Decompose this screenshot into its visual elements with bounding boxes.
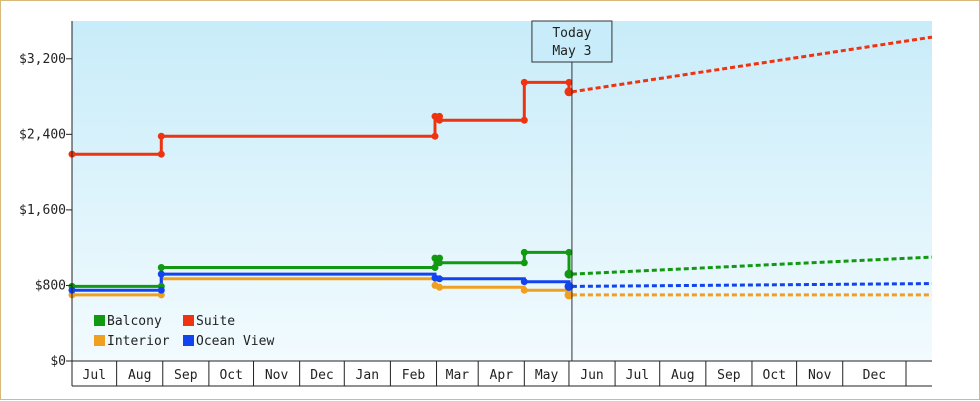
x-tick-label: Dec — [863, 368, 886, 383]
x-tick-label: Jun — [580, 368, 603, 383]
ocean-view-point[interactable] — [520, 278, 528, 286]
ocean-view-legend-swatch — [183, 335, 194, 346]
suite-point[interactable] — [436, 116, 443, 124]
balcony-point[interactable] — [565, 248, 573, 256]
y-tick-label: $800 — [35, 278, 66, 293]
suite-point[interactable] — [564, 87, 574, 97]
ocean-view-point[interactable] — [157, 286, 165, 294]
suite-point[interactable] — [431, 132, 439, 140]
y-tick-label: $2,400 — [19, 127, 66, 142]
balcony-point[interactable] — [431, 264, 439, 271]
interior-point[interactable] — [564, 290, 574, 300]
x-tick-label: Apr — [490, 368, 514, 383]
today-label: Today — [552, 26, 591, 41]
x-tick-label: Mar — [446, 368, 470, 383]
balcony-forecast-line — [571, 255, 933, 276]
ocean-view-forecast-line — [571, 282, 933, 288]
x-tick-label: Sep — [717, 368, 741, 383]
balcony-point[interactable] — [564, 269, 574, 279]
interior-point[interactable] — [520, 286, 528, 294]
x-tick-label: Aug — [671, 368, 694, 383]
suite-point[interactable] — [520, 116, 528, 124]
plot-area — [72, 21, 932, 361]
today-box — [531, 20, 613, 63]
ocean-view-legend-label: Ocean View — [196, 334, 274, 349]
x-tick-label: Nov — [808, 368, 832, 383]
x-tick-label: Dec — [310, 368, 333, 383]
x-tick-label: May — [535, 368, 559, 383]
axes: $0 $800 $1,600 $2,400 $3,200 Jul Aug Sep Oct Nov D… — [19, 21, 932, 387]
balcony-point[interactable] — [520, 248, 528, 256]
x-tick-label: Jul — [626, 368, 649, 383]
balcony-legend-swatch — [94, 315, 105, 326]
suite-forecast-line — [571, 35, 933, 94]
balcony-point[interactable] — [436, 259, 443, 267]
y-tick-label: $1,600 — [19, 203, 66, 218]
balcony-legend-label: Balcony — [107, 314, 162, 329]
ocean-view-point[interactable] — [436, 275, 443, 283]
x-tick-label: Jul — [83, 368, 106, 383]
ocean-view-point[interactable] — [157, 270, 165, 278]
y-tick-label: $3,200 — [19, 52, 66, 67]
today-date: May 3 — [552, 44, 591, 59]
interior-legend-label: Interior — [107, 334, 170, 349]
suite-point[interactable] — [565, 78, 573, 86]
interior-point[interactable] — [436, 283, 443, 291]
x-tick-label: Feb — [402, 368, 426, 383]
ocean-view-point[interactable] — [564, 281, 574, 291]
x-tick-label: Sep — [174, 368, 198, 383]
suite-point[interactable] — [520, 78, 528, 86]
x-tick-label: Oct — [219, 368, 242, 383]
x-tick-label: Oct — [763, 368, 786, 383]
interior-legend-swatch — [94, 335, 105, 346]
x-tick-label: Jan — [356, 368, 379, 383]
today-marker: Today May 3 — [531, 20, 613, 361]
balcony-point[interactable] — [157, 264, 165, 271]
x-tick-label: Nov — [265, 368, 289, 383]
suite-point[interactable] — [157, 132, 165, 140]
suite-point[interactable] — [157, 150, 165, 158]
series-markers — [68, 78, 574, 300]
balcony-point[interactable] — [520, 259, 528, 267]
legend: Balcony Suite Interior Ocean View — [94, 314, 274, 349]
suite-legend-label: Suite — [196, 314, 235, 329]
y-tick-label: $0 — [50, 354, 66, 369]
suite-legend-swatch — [183, 315, 194, 326]
x-tick-label: Aug — [128, 368, 151, 383]
